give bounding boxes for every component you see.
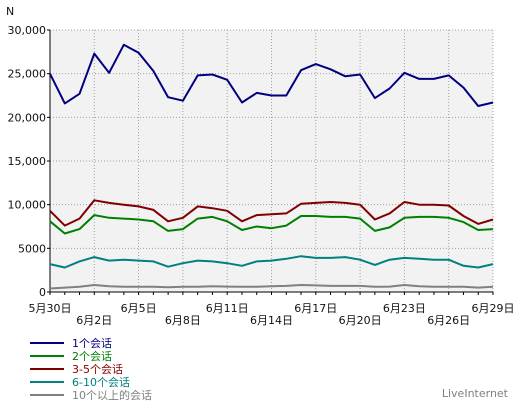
legend-label: 3-5个会话 <box>72 363 123 376</box>
x-tick-label: 6月2日 <box>76 314 112 327</box>
x-tick-label: 6月8日 <box>165 314 201 327</box>
y-axis-unit-label: N <box>6 5 14 18</box>
x-tick-label: 6月14日 <box>250 314 293 327</box>
legend-label: 6-10个会话 <box>72 376 130 389</box>
x-tick-label: 6月29日 <box>472 302 515 315</box>
axes: 0 5000 10,000 15,000 20,000 25,000 30,000 5月30日… <box>8 24 515 327</box>
y-tick-label: 5000 <box>18 242 46 255</box>
x-tick-label: 6月23日 <box>383 302 426 315</box>
y-tick-label: 30,000 <box>8 24 47 37</box>
series-line-5 <box>49 284 494 290</box>
series-line-2 <box>49 214 494 235</box>
liveinternet-brand-label: LiveInternet <box>442 387 509 400</box>
series-line-3 <box>49 199 494 227</box>
x-tick-label: 6月17日 <box>294 302 337 315</box>
series-line-4 <box>49 255 494 269</box>
x-tick-label: 6月11日 <box>206 302 249 315</box>
y-tick-label: 25,000 <box>8 68 47 81</box>
y-tick-label: 0 <box>39 286 46 299</box>
series-lines <box>49 43 494 290</box>
y-tick-label: 20,000 <box>8 111 47 124</box>
legend-label: 10个以上的会话 <box>72 388 152 402</box>
legend-label: 2个会话 <box>72 350 112 363</box>
y-tick-label: 15,000 <box>8 155 47 168</box>
y-tick-label: 10,000 <box>8 199 47 212</box>
x-tick-label: 6月26日 <box>427 314 470 327</box>
legend-label: 1个会话 <box>72 337 112 350</box>
x-tick-label: 6月20日 <box>339 314 382 327</box>
x-tick-label: 5月30日 <box>29 302 72 315</box>
x-tick-label: 6月5日 <box>121 302 157 315</box>
series-line-1 <box>49 43 494 107</box>
